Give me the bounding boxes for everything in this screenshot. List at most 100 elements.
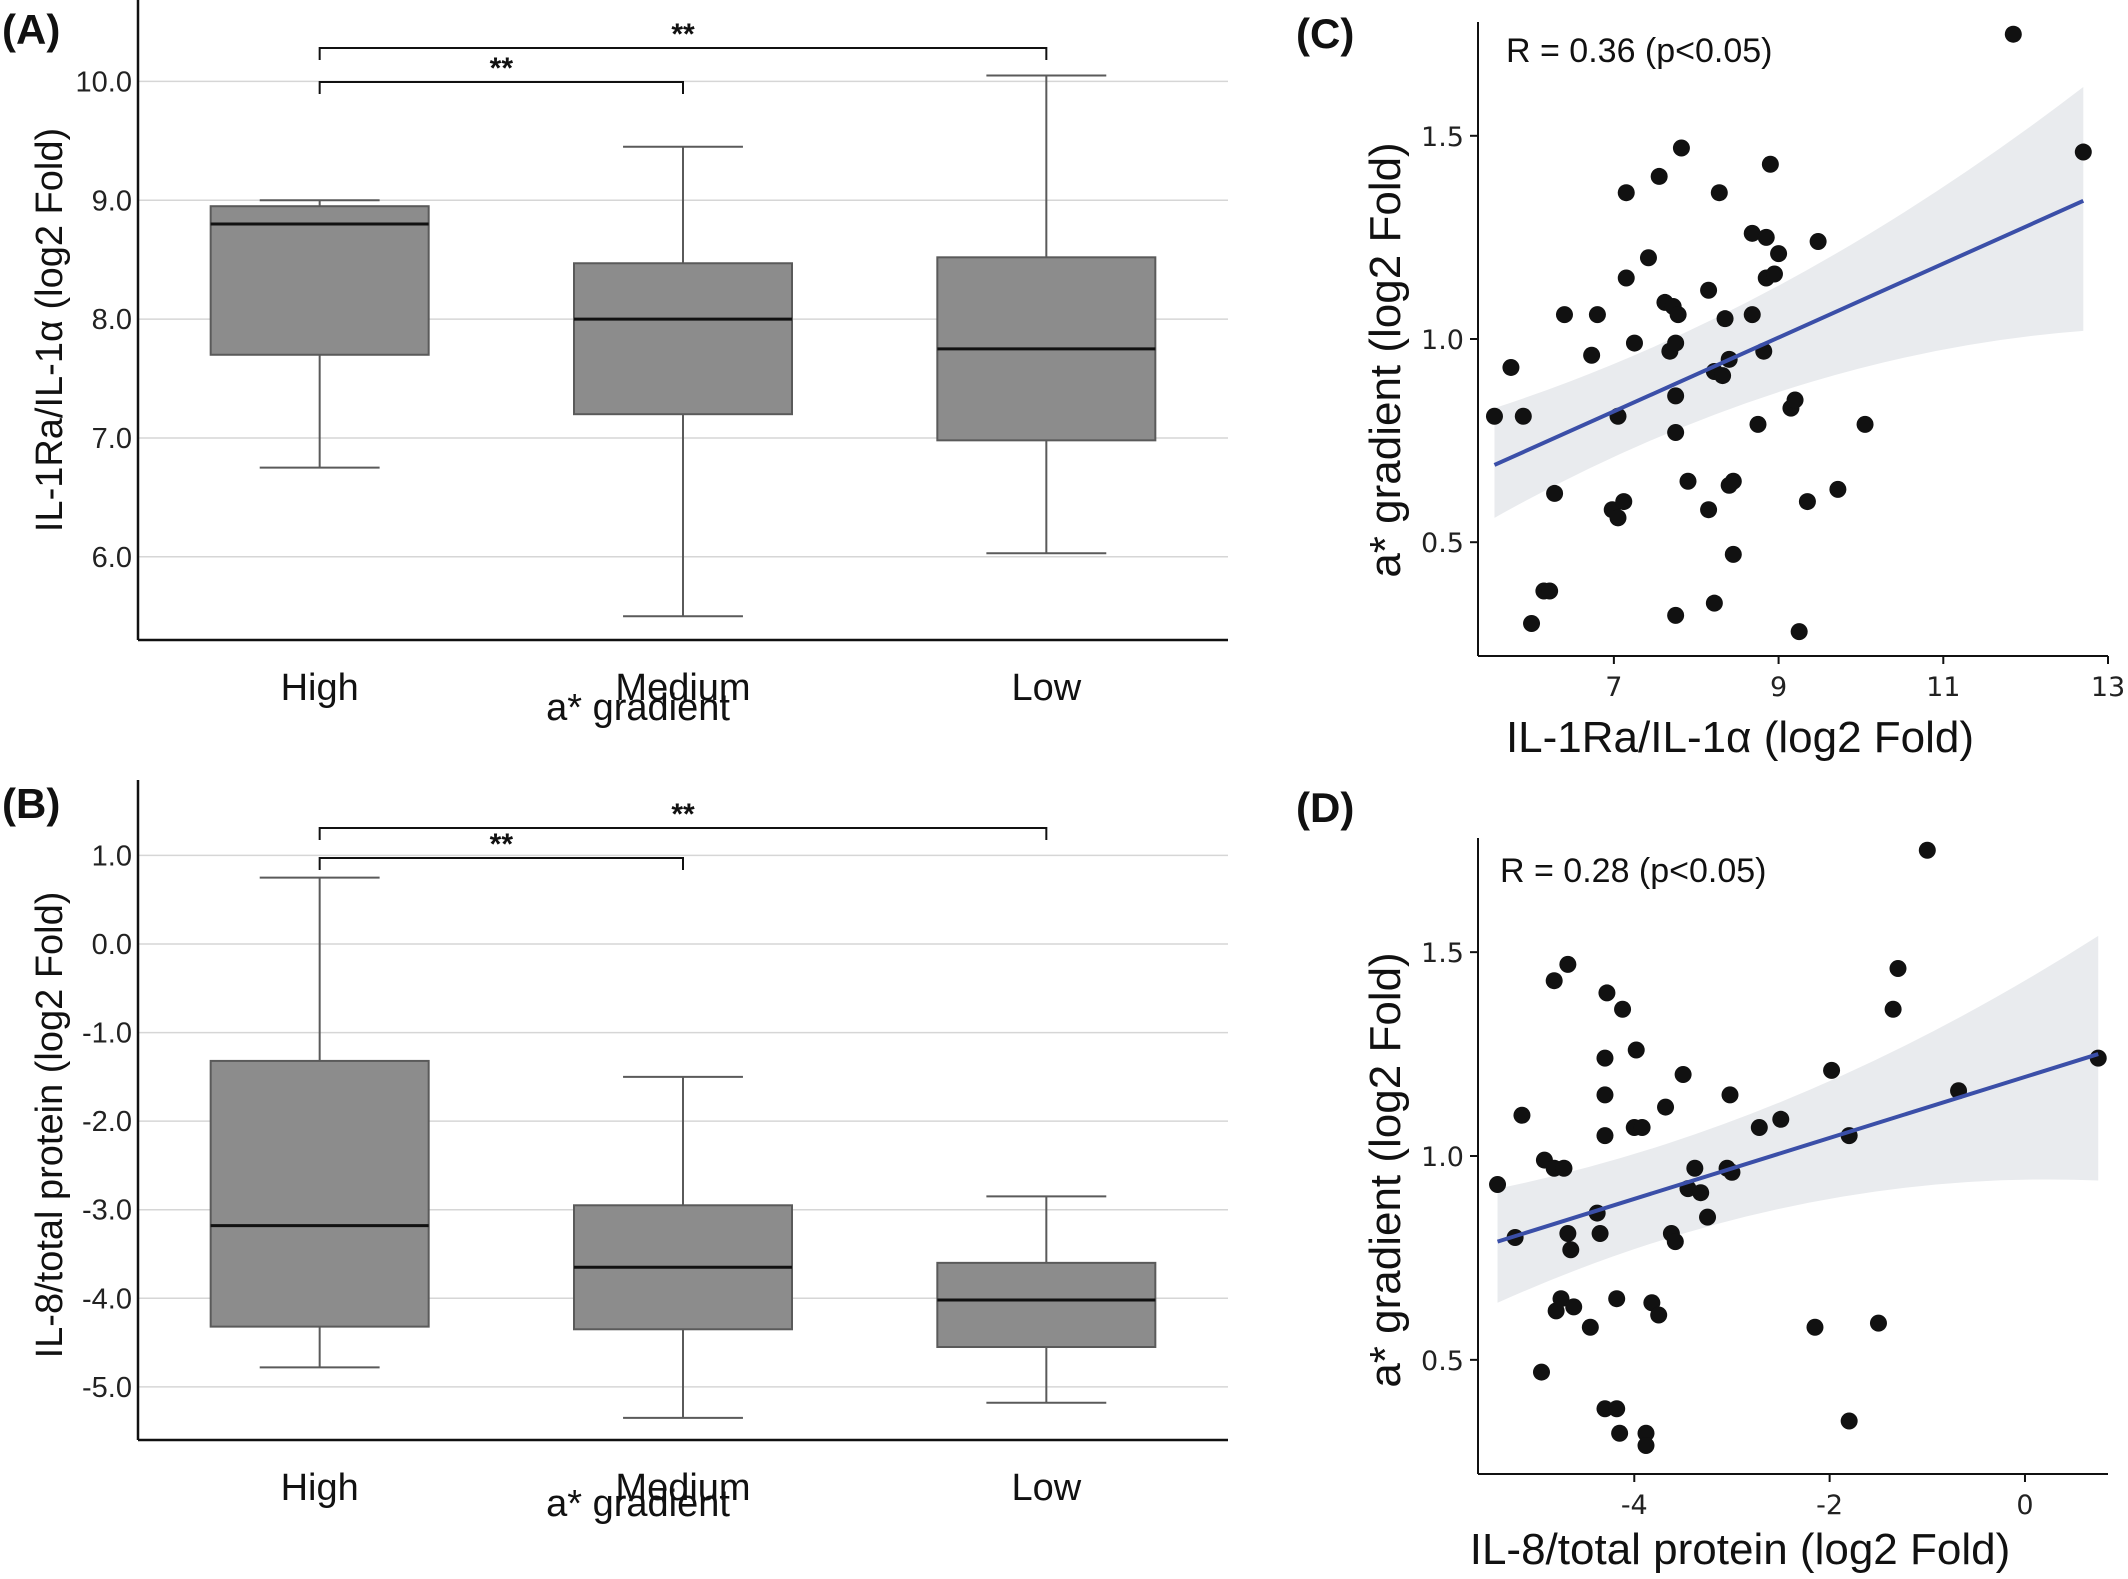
significance-label: **: [671, 798, 695, 831]
panel-b-x-title: a* gradient: [546, 1483, 730, 1525]
data-point: [1608, 1400, 1626, 1418]
data-point: [1699, 1208, 1717, 1226]
panel-b-y-title: IL-8/total protein (log2 Fold): [29, 892, 71, 1359]
data-point: [1596, 1400, 1614, 1418]
panel-d-scatter: (D) -4 -2 0 0.5 1.0 1.5 R = 0.28 (p<0.05) IL…: [1296, 784, 2108, 1574]
data-point: [1591, 1224, 1609, 1242]
data-point: [1869, 1314, 1887, 1332]
y-tick-label: 1.0: [1421, 1142, 1464, 1173]
panel-a-y-title: IL-1Ra/IL-1α (log2 Fold): [29, 128, 71, 532]
data-point: [1611, 1424, 1629, 1442]
data-point: [1856, 415, 1874, 433]
category-label: Medium: [615, 1467, 750, 1509]
data-point: [1705, 594, 1723, 612]
data-point: [1489, 1176, 1507, 1194]
data-point: [2004, 25, 2022, 43]
data-point: [1625, 334, 1643, 352]
data-point: [2074, 143, 2092, 161]
data-point: [1667, 606, 1685, 624]
panel-c-letter: (C): [1296, 10, 1354, 57]
x-tick-label: -2: [1816, 1490, 1843, 1521]
data-point: [1679, 472, 1697, 490]
data-point: [1633, 1118, 1651, 1136]
regression-line: [1493, 198, 2085, 467]
data-point: [1583, 346, 1601, 364]
y-tick-label: 8.0: [92, 304, 132, 336]
data-point: [1609, 509, 1627, 527]
data-point: [1889, 959, 1907, 977]
data-point: [1692, 1184, 1710, 1202]
y-tick-label: 1.5: [1421, 122, 1464, 153]
data-point: [1596, 1086, 1614, 1104]
data-point: [1724, 472, 1742, 490]
x-tick-label: 7: [1605, 672, 1622, 703]
panel-b-boxplot: (B) ** ** -5.0 -4.0 -3.0 -2.0 -1.0 0.0 1.0 High…: [2, 780, 1228, 1525]
data-point: [1559, 1224, 1577, 1242]
data-point: [1608, 1290, 1626, 1308]
data-point: [1598, 984, 1616, 1002]
data-point: [1770, 245, 1788, 263]
significance-bracket: [318, 827, 1048, 840]
y-tick-label: 0.5: [1421, 1346, 1464, 1377]
category-label: Low: [1011, 1467, 1081, 1509]
data-point: [1806, 1318, 1824, 1336]
x-tick-label: 0: [2016, 1490, 2033, 1521]
data-point: [1809, 232, 1827, 250]
panel-c-x-ticks: 7 9 11 13: [1605, 656, 2125, 703]
panel-d-x-title: IL-8/total protein (log2 Fold): [1470, 1525, 2011, 1574]
data-point: [1765, 265, 1783, 283]
panel-b-y-ticks: -5.0 -4.0 -3.0 -2.0 -1.0 0.0 1.0: [82, 840, 132, 1403]
data-point: [1714, 367, 1732, 385]
data-point: [1918, 841, 1936, 859]
data-point: [2089, 1049, 2107, 1067]
data-point: [1672, 139, 1690, 157]
panel-d-points: [1489, 841, 2107, 1454]
box-iqr: [573, 262, 793, 416]
data-point: [1757, 228, 1775, 246]
panel-d-letter: (D): [1296, 784, 1354, 831]
data-point: [1565, 1298, 1583, 1316]
y-tick-label: 9.0: [92, 185, 132, 217]
significance-bracket: [318, 81, 684, 94]
confidence-band: [1494, 87, 2084, 518]
panel-d-correlation: R = 0.28 (p<0.05): [1500, 852, 1767, 890]
y-tick-label: 1.0: [1421, 325, 1464, 356]
data-point: [1485, 407, 1503, 425]
box-iqr: [209, 1059, 430, 1328]
panel-b-letter: (B): [2, 780, 60, 827]
panel-a-axes: [136, 0, 1228, 642]
panel-d-x-ticks: -4 -2 0: [1621, 1474, 2034, 1521]
panel-a-x-title: a* gradient: [546, 687, 730, 729]
panel-d-confidence-band: [1497, 935, 2099, 1303]
panel-a-significance-brackets: ** **: [318, 18, 1048, 94]
data-point: [1639, 249, 1657, 267]
significance-bracket: [318, 857, 684, 870]
data-point: [1798, 493, 1816, 511]
data-point: [1710, 184, 1728, 202]
y-tick-label: 1.0: [92, 840, 132, 872]
data-point: [1700, 281, 1718, 299]
data-point: [1588, 306, 1606, 324]
data-point: [1669, 306, 1687, 324]
panel-c-scatter: (C) 7 9 11 13 0.5 1.0 1.5 R = 0.36 (p<0.05) I…: [1296, 10, 2125, 762]
significance-bracket: [318, 47, 1048, 60]
panel-c-y-title: a* gradient (log2 Fold): [1361, 142, 1410, 577]
data-point: [1555, 306, 1573, 324]
data-point: [1614, 1000, 1632, 1018]
y-tick-label: 0.5: [1421, 528, 1464, 559]
panel-a-letter: (A): [2, 6, 60, 53]
data-point: [1657, 1098, 1675, 1116]
data-point: [1716, 310, 1734, 328]
confidence-band: [1497, 935, 2099, 1303]
panel-d-fit-line: [1496, 1052, 2099, 1244]
data-point: [1790, 623, 1808, 641]
panel-a-categories: High Medium Low: [281, 667, 1082, 709]
data-point: [1559, 955, 1577, 973]
category-label: Medium: [615, 667, 750, 709]
data-point: [1555, 1159, 1573, 1177]
data-point: [1750, 1118, 1768, 1136]
y-tick-label: -3.0: [82, 1195, 132, 1227]
x-tick-label: 9: [1770, 672, 1787, 703]
y-tick-label: 10.0: [76, 66, 132, 98]
data-point: [1546, 484, 1564, 502]
